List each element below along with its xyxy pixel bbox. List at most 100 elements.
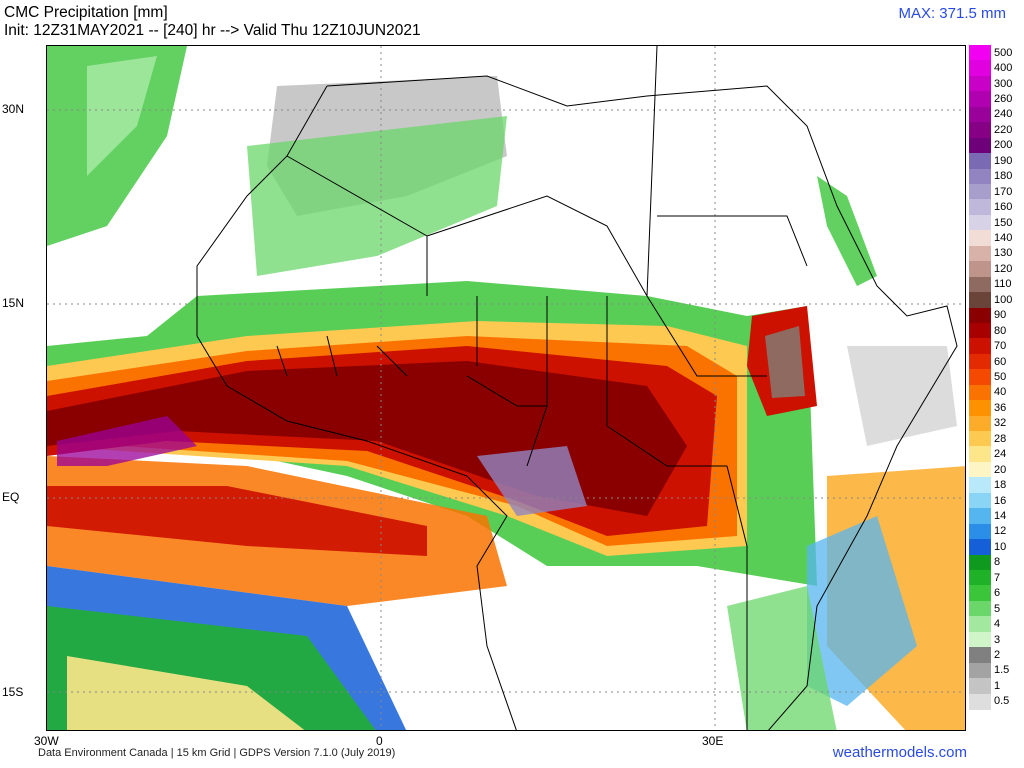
lat-label-15s: 15S	[2, 685, 24, 699]
colorbar-swatch	[969, 183, 991, 200]
colorbar-label: 10	[994, 540, 1007, 553]
colorbar-swatch	[969, 353, 991, 370]
colorbar-swatch	[969, 60, 991, 77]
ethiopia-purple-core	[765, 326, 805, 398]
country-borders	[196, 46, 958, 730]
colorbar-label: 4	[994, 618, 1001, 631]
colorbar-label: 16	[994, 494, 1007, 507]
colorbar-swatch	[969, 570, 991, 587]
map-canvas	[47, 46, 965, 730]
colorbar-label: 20	[994, 463, 1007, 476]
colorbar-swatch	[969, 400, 991, 417]
colorbar-label: 32	[994, 417, 1007, 430]
colorbar-swatch	[969, 539, 991, 556]
colorbar-label: 1	[994, 679, 1001, 692]
graticule	[47, 46, 965, 730]
colorbar-label: 260	[994, 93, 1013, 106]
indian-ocean-blue	[807, 516, 917, 706]
colorbar-swatch	[969, 91, 991, 108]
colorbar-swatch	[969, 554, 991, 571]
precipitation-map[interactable]	[46, 45, 966, 731]
colorbar-label: 70	[994, 340, 1007, 353]
colorbar-label: 0.5	[994, 695, 1010, 708]
colorbar-swatch	[969, 230, 991, 247]
colorbar-label: 28	[994, 432, 1007, 445]
colorbar-swatch	[969, 369, 991, 386]
colorbar-swatch	[969, 168, 991, 185]
colorbar-label: 40	[994, 386, 1007, 399]
colorbar-label: 500	[994, 46, 1013, 59]
colorbar-label: 300	[994, 77, 1013, 90]
lat-label-30n: 30N	[2, 102, 25, 116]
colorbar-swatch	[969, 431, 991, 448]
colorbar-swatch	[969, 461, 991, 478]
sahara-green-band	[247, 116, 507, 276]
colorbar-swatch	[969, 245, 991, 262]
colorbar-label: 240	[994, 108, 1013, 121]
colorbar-label: 200	[994, 139, 1013, 152]
colorbar-label: 5	[994, 602, 1001, 615]
colorbar-label: 2	[994, 648, 1001, 661]
colorbar-swatch	[969, 631, 991, 648]
colorbar-swatch	[969, 616, 991, 633]
colorbar-label: 60	[994, 355, 1007, 368]
colorbar-label: 6	[994, 587, 1001, 600]
colorbar-swatch	[969, 600, 991, 617]
colorbar-swatch	[969, 106, 991, 123]
colorbar-swatch	[969, 446, 991, 463]
colorbar-label: 120	[994, 262, 1013, 275]
colorbar-label: 140	[994, 232, 1013, 245]
colorbar-swatch	[969, 508, 991, 525]
colorbar-swatch	[969, 384, 991, 401]
colorbar-swatch	[969, 322, 991, 339]
colorbar-label: 170	[994, 185, 1013, 198]
colorbar-label: 50	[994, 371, 1007, 383]
chart-title: CMC Precipitation [mm]	[4, 4, 168, 21]
colorbar-label: 36	[994, 401, 1007, 414]
colorbar-label: 90	[994, 309, 1007, 322]
colorbar-swatch	[969, 153, 991, 170]
colorbar-swatch	[969, 585, 991, 602]
colorbar-swatch	[969, 292, 991, 309]
precip-colorbar	[969, 45, 991, 710]
colorbar-label: 130	[994, 247, 1013, 260]
colorbar-label: 220	[994, 123, 1013, 136]
east-africa-green	[727, 586, 837, 730]
colorbar-swatch	[969, 523, 991, 540]
colorbar-label: 1.5	[994, 664, 1010, 677]
atlantic-eq-red	[47, 486, 427, 556]
colorbar-label: 190	[994, 154, 1013, 167]
lat-label-15n: 15N	[2, 296, 25, 310]
colorbar-label: 110	[994, 278, 1012, 291]
colorbar-swatch	[969, 477, 991, 494]
lon-label-0: 0	[376, 734, 383, 748]
colorbar-swatch	[969, 647, 991, 664]
colorbar-swatch	[969, 214, 991, 231]
lon-label-30e: 30E	[702, 734, 724, 748]
site-link[interactable]: weathermodels.com	[832, 744, 967, 761]
congo-purple-spots	[477, 446, 587, 516]
colorbar-swatch	[969, 276, 991, 293]
colorbar-swatch	[969, 338, 991, 355]
colorbar-swatch	[969, 492, 991, 509]
colorbar-swatch	[969, 662, 991, 679]
atlantic-north-lightgreen	[87, 56, 157, 176]
horn-gray-dots	[847, 346, 957, 446]
colorbar-label: 160	[994, 201, 1013, 214]
lat-label-eq: EQ	[2, 490, 20, 504]
south-atlantic-yellow	[67, 656, 305, 730]
colorbar-label: 8	[994, 556, 1001, 569]
west-purple-spots	[57, 416, 197, 466]
colorbar-swatch	[969, 75, 991, 92]
africa-coastline	[196, 75, 958, 730]
border-lines	[276, 46, 808, 730]
colorbar-label: 3	[994, 633, 1001, 646]
colorbar-swatch	[969, 415, 991, 432]
colorbar-swatch	[969, 45, 991, 61]
colorbar-swatch	[969, 199, 991, 216]
colorbar-swatch	[969, 693, 991, 710]
colorbar-label: 12	[994, 525, 1007, 538]
colorbar-label: 7	[994, 571, 1001, 584]
data-credit: Data Environment Canada | 15 km Grid | G…	[38, 747, 396, 759]
precip-fields	[47, 46, 965, 730]
